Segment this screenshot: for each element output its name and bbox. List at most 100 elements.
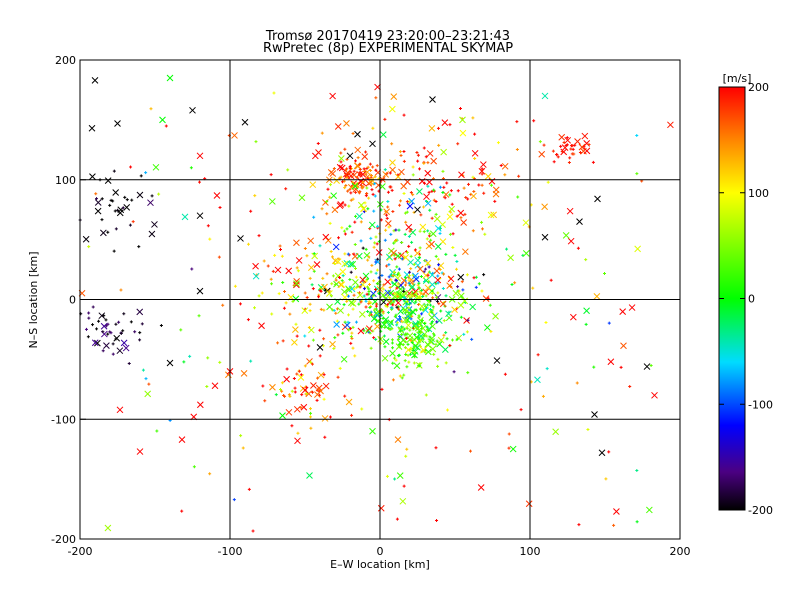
scatter-point (390, 338, 394, 342)
scatter-point (122, 344, 130, 352)
scatter-point (313, 261, 321, 268)
scatter-point (444, 294, 448, 298)
scatter-point (434, 276, 442, 284)
scatter-point (402, 113, 406, 117)
scatter-point (254, 140, 258, 144)
scatter-point (437, 336, 445, 344)
scatter-point (591, 411, 598, 418)
scatter-point (414, 206, 421, 214)
scatter-point (583, 147, 591, 155)
scatter-point (651, 391, 658, 399)
scatter-point (480, 172, 484, 176)
scatter-point (409, 352, 413, 356)
scatter-point (104, 324, 108, 328)
scatter-point (188, 354, 192, 358)
scatter-point (337, 236, 341, 240)
scatter-point (455, 267, 459, 271)
scatter-point (407, 278, 411, 282)
scatter-point (458, 106, 462, 110)
scatter-point (393, 477, 397, 481)
scatter-point (414, 256, 422, 264)
scatter-point (258, 322, 265, 330)
y-tick-label: 200 (55, 54, 76, 67)
scatter-point (332, 243, 340, 251)
scatter-point (384, 228, 388, 232)
scatter-point (522, 219, 530, 227)
scatter-point (561, 144, 569, 151)
scatter-point (286, 168, 290, 172)
scatter-point (306, 358, 313, 365)
scatter-point (274, 393, 278, 397)
scatter-point (294, 437, 301, 445)
scatter-point (428, 314, 436, 321)
scatter-point (354, 266, 358, 270)
scatter-point (373, 307, 377, 311)
scatter-point (344, 169, 351, 177)
scatter-point (393, 362, 401, 370)
scatter-point (604, 477, 608, 481)
scatter-point (412, 262, 416, 266)
scatter-point (507, 432, 511, 436)
scatter-point (400, 241, 404, 245)
scatter-point (398, 273, 402, 277)
scatter-point (329, 340, 336, 348)
scatter-point (419, 324, 427, 332)
scatter-point (121, 329, 125, 333)
scatter-point (457, 273, 465, 281)
scatter-point (334, 258, 342, 265)
scatter-point (383, 168, 387, 172)
scatter-point (318, 354, 322, 358)
scatter-point (394, 316, 402, 323)
scatter-point (382, 171, 389, 178)
scatter-point (420, 288, 424, 292)
scatter-point (517, 174, 521, 178)
scatter-point (424, 155, 428, 159)
scatter-point (565, 136, 569, 140)
scatter-point (466, 371, 470, 375)
scatter-point (587, 142, 591, 146)
scatter-point (612, 523, 616, 527)
scatter-point (384, 320, 388, 324)
scatter-point (102, 314, 106, 318)
scatter-point (283, 375, 290, 383)
scatter-point (310, 390, 314, 394)
scatter-point (448, 205, 456, 213)
scatter-point (308, 309, 312, 313)
scatter-point (372, 336, 376, 340)
scatter-point (424, 259, 432, 267)
scatter-point (411, 193, 415, 197)
scatter-point (416, 159, 420, 163)
scatter-point (403, 283, 407, 287)
scatter-point (441, 346, 449, 353)
scatter-point (350, 337, 354, 341)
scatter-point (538, 150, 546, 158)
scatter-point (403, 255, 407, 259)
scatter-point (308, 276, 312, 280)
grid-lines (80, 60, 680, 539)
scatter-point (387, 225, 391, 229)
y-tick-label: 100 (55, 174, 76, 187)
scatter-point (116, 406, 124, 414)
scatter-point (179, 328, 183, 332)
scatter-point (237, 235, 244, 242)
scatter-point (448, 123, 452, 127)
scatter-point (402, 289, 406, 293)
scatter-point (552, 160, 556, 164)
scatter-point (407, 311, 411, 315)
scatter-point (103, 342, 110, 349)
scatter-point (106, 230, 110, 234)
scatter-point (403, 296, 407, 300)
scatter-point (356, 291, 364, 299)
scatter-point (369, 236, 373, 240)
scatter-point (340, 279, 344, 283)
scatter-point (412, 288, 419, 296)
scatter-point (405, 447, 409, 451)
scatter-point (331, 274, 335, 278)
scatter-point (346, 252, 350, 256)
scatter-point (392, 356, 396, 360)
scatter-point (128, 223, 132, 227)
scatter-point (253, 194, 257, 198)
scatter-point (409, 254, 413, 258)
scatter-point (376, 319, 380, 323)
scatter-point (410, 341, 414, 345)
